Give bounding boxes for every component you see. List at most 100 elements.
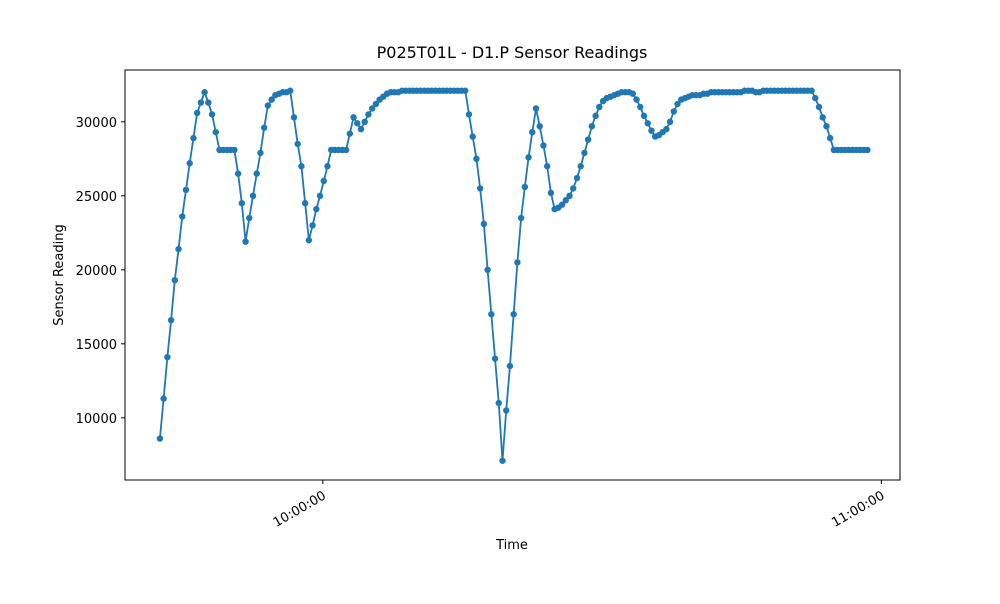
data-point [488,311,495,318]
data-point [294,140,301,148]
data-point [361,118,368,126]
chart-title: P025T01L - D1.P Sensor Readings [377,43,648,62]
data-point [540,142,547,149]
data-point [864,146,871,154]
data-point [298,163,305,170]
data-point [268,96,275,103]
data-point [532,105,540,112]
data-point [558,201,566,208]
data-point [205,99,212,106]
data-point [201,89,208,96]
data-point [562,197,569,204]
data-point [570,185,577,192]
data-point [525,154,532,161]
data-point [324,163,331,170]
data-point [476,185,484,192]
data-point [242,238,249,245]
data-point [484,266,491,274]
data-point [503,407,510,414]
data-point [160,395,167,402]
data-point [536,123,543,130]
y-tick-label: 25000 [76,190,117,205]
data-point [663,126,670,133]
data-point [231,146,238,154]
data-point [573,174,581,182]
data-point [257,149,264,157]
data-point [208,111,216,118]
plot-frame [124,69,901,481]
data-point [491,355,499,362]
data-point [316,192,324,200]
data-point [517,214,525,222]
data-point [234,170,242,177]
data-point [350,114,357,121]
data-point [238,200,246,207]
data-point [495,399,502,407]
data-point [577,163,584,170]
y-tick-label: 30000 [76,116,117,131]
data-point [313,205,320,213]
data-point [249,192,257,200]
data-point [346,130,354,137]
data-point [290,114,298,121]
data-point [264,102,272,109]
data-point [812,94,819,102]
data-point [342,146,350,154]
data-point [633,96,640,103]
data-point [480,220,488,228]
data-point [260,124,268,131]
data-point [253,170,260,177]
data-point [186,160,193,167]
y-axis-label: Sensor Reading [52,224,67,325]
data-point [320,177,327,185]
data-point [808,87,815,94]
data-point [514,259,521,266]
data-point [529,128,536,136]
data-point [193,109,201,117]
data-point [368,105,376,112]
x-axis-label: Time [495,538,528,553]
data-point [666,118,674,126]
data-point [819,114,826,121]
data-point [629,90,637,97]
data-point [592,112,599,120]
data-point [473,155,480,163]
y-tick-label: 20000 [76,264,117,279]
data-point [547,189,555,197]
data-point [164,353,171,361]
data-point [305,237,313,244]
data-point [372,100,380,108]
data-point [566,192,573,200]
data-point [357,126,365,133]
data-point [596,103,603,111]
data-point [287,87,294,94]
data-point [670,108,677,115]
data-point [175,245,182,253]
data-point [469,133,476,140]
data-point [521,183,529,191]
data-point [815,103,823,111]
data-point [179,213,186,220]
data-point [167,316,175,324]
data-point [171,276,179,284]
data-point [462,87,469,94]
data-point [212,128,219,136]
data-point [156,435,164,442]
data-point [506,362,514,370]
data-point [499,457,506,464]
data-point [246,214,253,222]
data-point [823,123,830,130]
data-point [674,100,681,108]
data-point [637,103,644,111]
data-point [543,163,551,170]
data-point [581,149,588,157]
data-point [309,222,316,229]
y-tick-label: 10000 [76,412,117,427]
data-point [190,134,197,142]
data-point [465,111,473,118]
data-point [588,123,596,130]
data-point [648,127,655,134]
data-point [354,120,361,127]
data-point [182,186,190,194]
